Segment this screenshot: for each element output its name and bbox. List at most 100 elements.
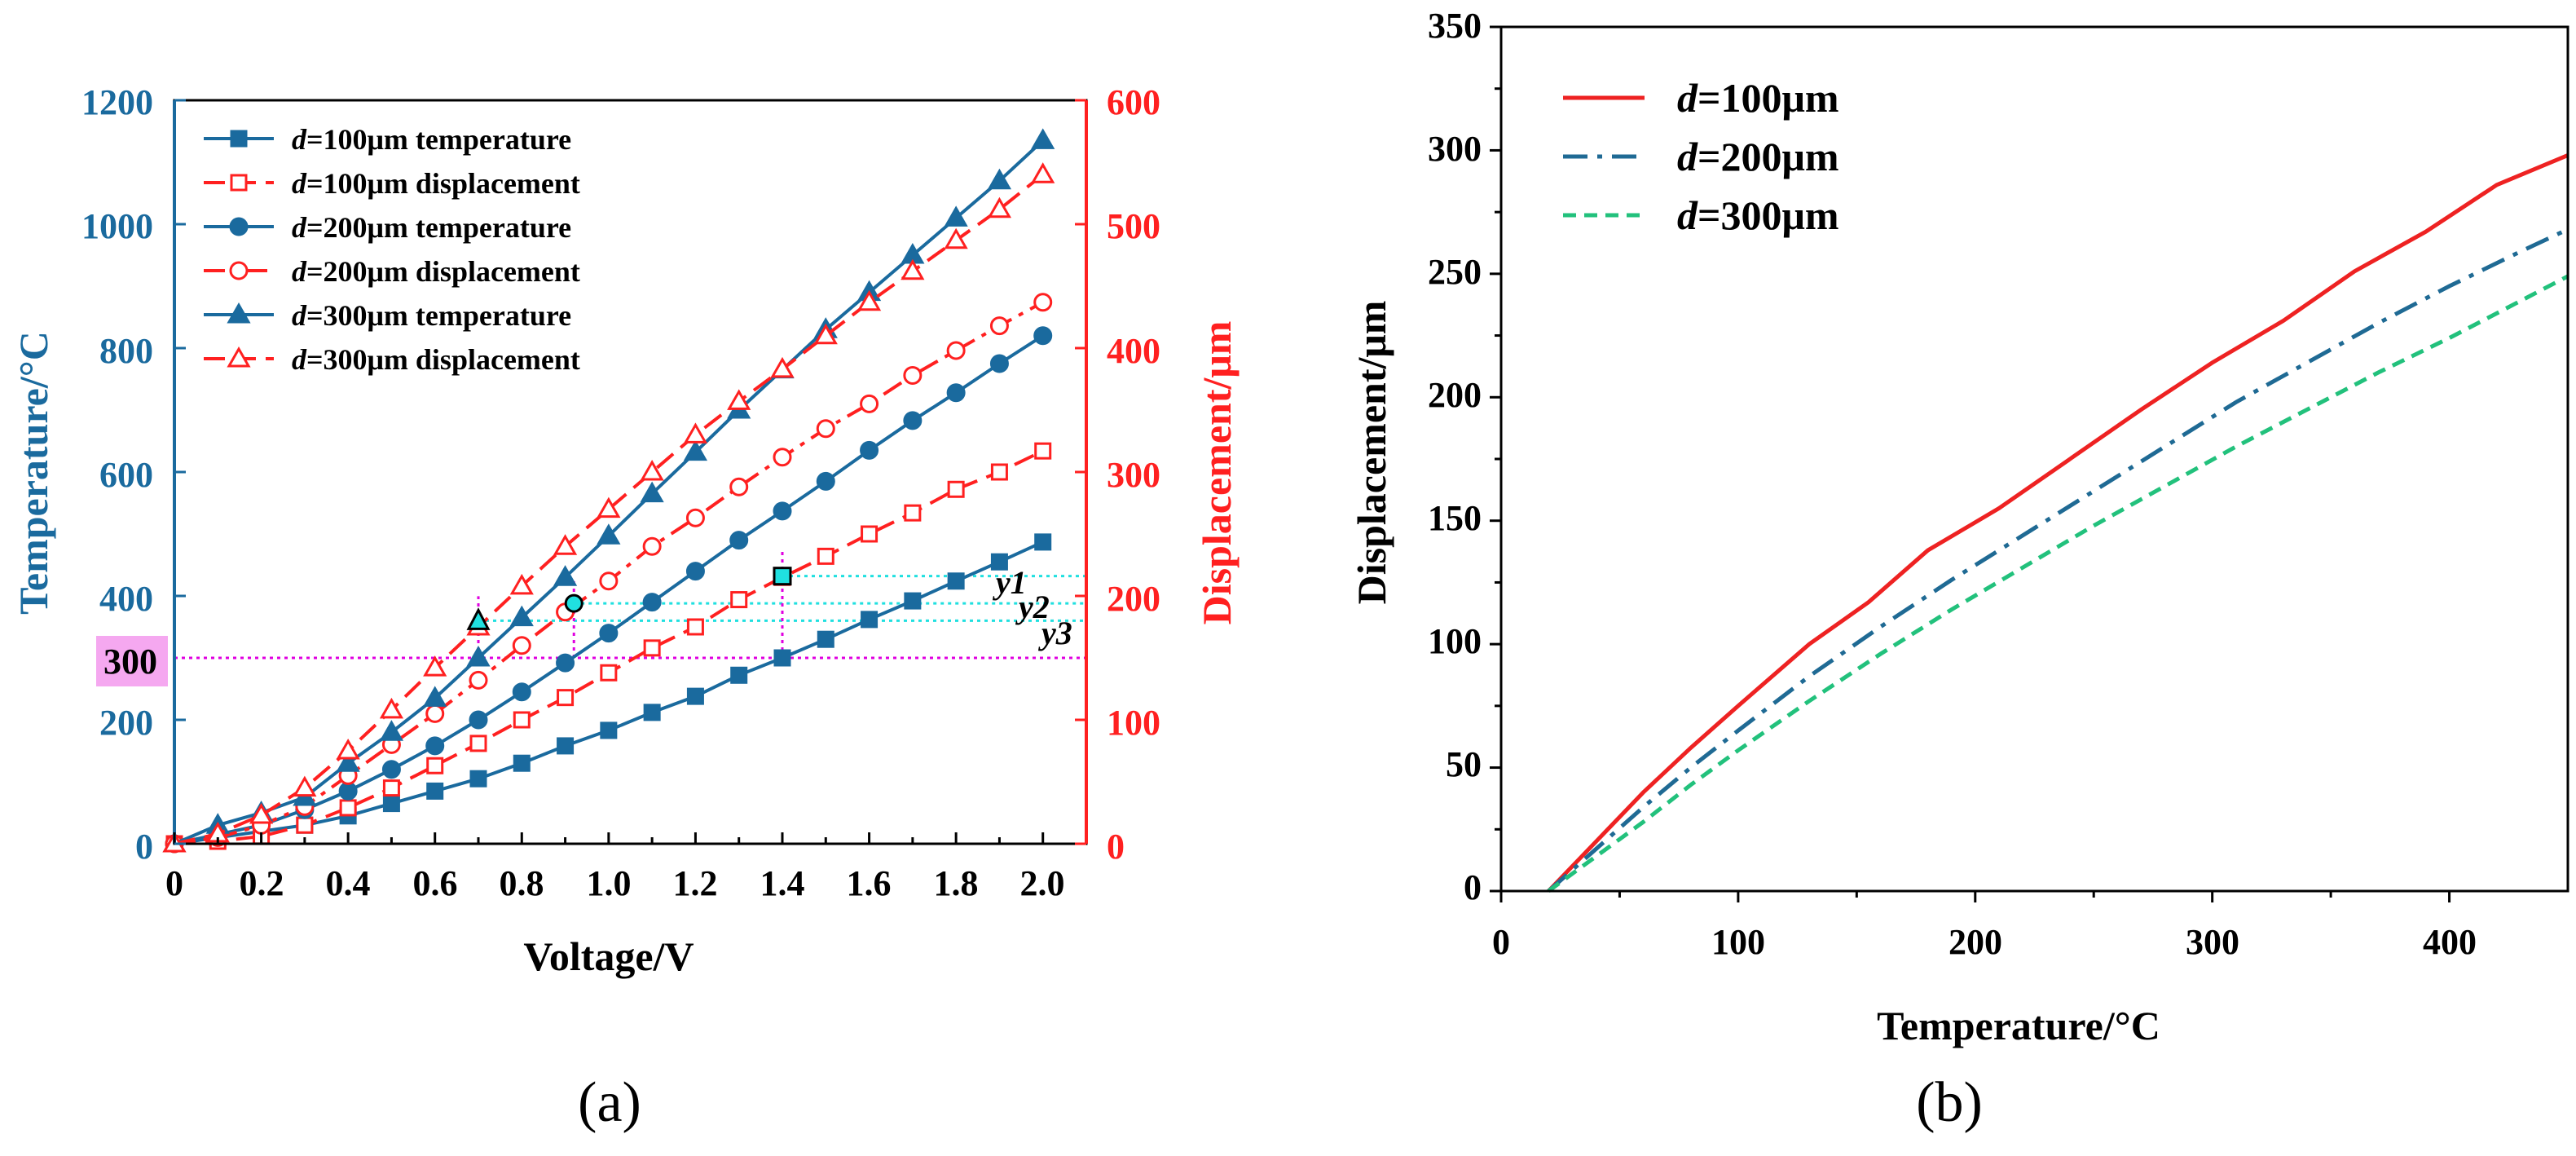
point-t300 <box>944 205 968 227</box>
b-y-tick: 200 <box>1428 375 1482 415</box>
caption-a: (a) <box>578 1071 641 1134</box>
point-d200 <box>469 670 488 690</box>
b-series <box>1547 153 2569 893</box>
point-t200 <box>1033 326 1053 346</box>
a-left-tick: 600 <box>99 455 153 495</box>
point-d300 <box>727 389 751 410</box>
point-d300 <box>1031 162 1055 183</box>
point-t300 <box>379 720 404 741</box>
legend-label-t300: d=300μm temperature <box>292 299 571 332</box>
a-right-tick: 500 <box>1107 206 1160 246</box>
legend-label-t100: d=100μm temperature <box>292 123 571 156</box>
b-y-ticks: 0 50 100 150 200 250 300 350 <box>1428 6 1482 907</box>
point-t300 <box>683 439 708 461</box>
cursor-square <box>773 567 792 586</box>
a-legend: d=100μm temperature d=100μm displacement d… <box>204 123 580 376</box>
point-d200 <box>685 508 705 527</box>
a-right-tick: 300 <box>1107 455 1160 495</box>
panel-b: 0 50 100 150 200 250 300 350 0 100 200 3… <box>1349 6 2569 1134</box>
point-d100 <box>557 689 575 707</box>
a-right-tick: 100 <box>1107 703 1160 743</box>
b-tickmarks <box>1490 25 2451 902</box>
a-left-tick: 800 <box>99 331 153 371</box>
legend-marker-d200 <box>229 261 249 280</box>
point-d300 <box>987 196 1012 218</box>
point-t300 <box>987 168 1012 190</box>
point-t200 <box>642 593 662 612</box>
point-t300 <box>336 751 360 772</box>
point-d100 <box>469 735 487 752</box>
b-xlabel: Temperature/°C <box>1877 1003 2160 1048</box>
point-t200 <box>773 501 792 521</box>
b-x-ticks: 0 100 200 300 400 <box>1492 922 2477 962</box>
a-ylabel-right: Displacement/μm <box>1194 321 1240 625</box>
point-t100 <box>600 721 618 739</box>
point-t200 <box>989 354 1009 373</box>
b-y-tick: 0 <box>1464 867 1482 907</box>
caption-b: (b) <box>1916 1071 1983 1134</box>
b-x-tick: 0 <box>1492 922 1510 962</box>
point-d200 <box>773 448 792 467</box>
point-d200 <box>729 477 749 496</box>
y2-label: y2 <box>1015 589 1050 625</box>
cursor-circle <box>564 593 583 613</box>
point-d100 <box>600 664 618 682</box>
point-d300 <box>597 496 621 518</box>
b-x-tick: 300 <box>2186 922 2239 962</box>
series-line-b300 <box>1547 274 2569 893</box>
legend-label-d300: d=300μm displacement <box>292 343 580 376</box>
point-d100 <box>947 480 965 498</box>
point-d300 <box>900 258 925 280</box>
point-t300 <box>466 645 491 667</box>
point-t200 <box>946 383 966 403</box>
highlight-300 <box>96 636 168 686</box>
a-ylabel-left: Temperature/°C <box>11 331 56 615</box>
point-d100 <box>1034 442 1052 460</box>
b-x-tick: 400 <box>2423 922 2477 962</box>
point-d100 <box>904 504 922 522</box>
y3-label: y3 <box>1038 615 1072 651</box>
b-y-tick: 100 <box>1428 621 1482 661</box>
point-d200 <box>642 536 662 556</box>
point-d200 <box>425 704 445 723</box>
point-d300 <box>813 323 838 345</box>
point-d300 <box>293 775 317 797</box>
point-d200 <box>816 419 835 439</box>
cursor-triangle <box>466 607 491 630</box>
point-d100 <box>730 591 748 609</box>
point-d300 <box>856 289 882 311</box>
b-y-tick: 300 <box>1428 129 1482 169</box>
b-legend: d=100μm d=200μm d=300μm <box>1563 75 1839 238</box>
b-x-tick: 100 <box>1711 922 1765 962</box>
b-x-tick: 200 <box>1949 922 2002 962</box>
y1-label: y1 <box>993 564 1027 601</box>
a-x-tick: 0.4 <box>326 863 371 903</box>
legend-marker-d300 <box>227 346 251 368</box>
point-t300 <box>597 523 621 545</box>
point-t300 <box>423 686 447 707</box>
legend-label-d100: d=100μm displacement <box>292 167 580 200</box>
a-x-tick: 1.4 <box>760 863 805 903</box>
a-right-tick: 400 <box>1107 331 1160 371</box>
point-d100 <box>382 779 400 797</box>
point-d300 <box>336 738 360 760</box>
point-d200 <box>512 636 531 655</box>
point-d100 <box>339 799 357 817</box>
point-t200 <box>599 624 619 643</box>
point-d300 <box>770 356 795 378</box>
b-ylabel: Displacement/μm <box>1349 301 1394 605</box>
point-d100 <box>426 757 444 774</box>
point-t200 <box>729 531 749 550</box>
a-tickmarks <box>173 99 1086 845</box>
point-t100 <box>426 782 444 800</box>
point-t100 <box>1034 533 1052 551</box>
a-right-tick: 200 <box>1107 579 1160 619</box>
point-d100 <box>990 463 1008 481</box>
point-d200 <box>903 365 923 385</box>
a-left-tick: 200 <box>99 703 153 743</box>
legend-label-b300: d=300μm <box>1677 192 1839 238</box>
a-x-tick: 1.8 <box>934 863 979 903</box>
point-d100 <box>513 711 531 729</box>
b-y-tick: 350 <box>1428 6 1482 46</box>
